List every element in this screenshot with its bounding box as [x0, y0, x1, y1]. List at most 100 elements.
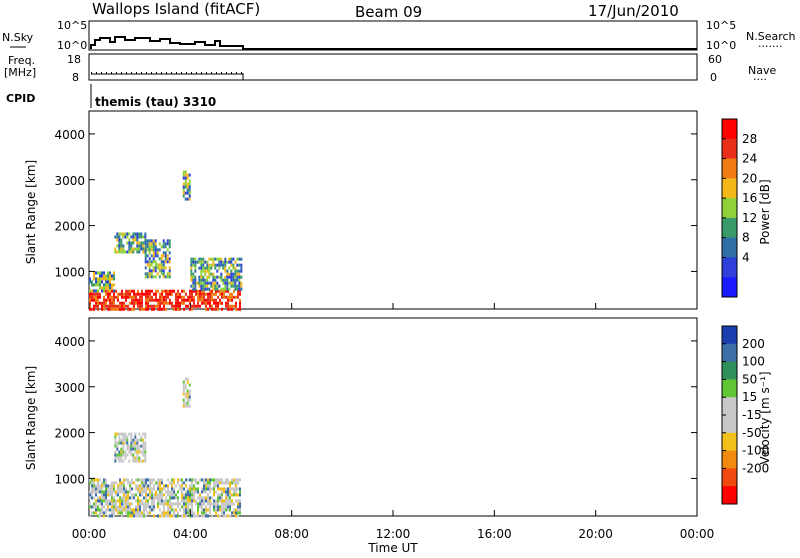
range-cell — [239, 298, 241, 302]
colorbar-frame — [721, 118, 738, 298]
range-cell — [146, 260, 149, 264]
range-cell — [135, 511, 137, 515]
range-cell — [145, 499, 147, 503]
range-cell — [138, 250, 141, 254]
range-cell — [175, 298, 177, 302]
range-cell — [212, 278, 215, 282]
range-cell — [124, 456, 127, 460]
range-cell — [229, 502, 231, 506]
range-cell — [233, 478, 235, 482]
range-cell — [95, 487, 97, 491]
range-cell — [165, 514, 167, 518]
range-cell — [128, 447, 131, 451]
range-cell — [144, 232, 147, 236]
range-cell — [128, 241, 131, 245]
range-cell — [142, 459, 145, 463]
range-cell — [182, 182, 185, 186]
x-tick-label: 08:00 — [274, 527, 309, 541]
range-cell — [130, 444, 133, 448]
range-cell — [217, 289, 219, 293]
range-cell — [137, 490, 139, 494]
range-cell — [109, 499, 111, 503]
range-cell — [134, 450, 137, 454]
range-cell — [141, 499, 143, 503]
colorbar-swatch — [722, 237, 737, 258]
range-cell — [99, 496, 101, 500]
range-cell — [215, 478, 217, 482]
range-cell — [227, 478, 229, 482]
range-cell — [119, 484, 121, 488]
range-cell — [115, 502, 117, 506]
range-cell — [124, 250, 127, 254]
range-cell — [146, 263, 149, 267]
range-cell — [179, 292, 181, 296]
range-cell — [142, 441, 145, 445]
range-cell — [113, 490, 115, 494]
range-cell — [111, 277, 113, 281]
range-cell — [141, 484, 143, 488]
range-cell — [239, 511, 241, 515]
range-cell — [148, 245, 151, 249]
range-cell — [195, 499, 197, 503]
range-cell — [212, 287, 215, 291]
range-cell — [133, 511, 135, 515]
range-cell — [139, 487, 141, 491]
range-cell — [226, 275, 229, 279]
range-cell — [111, 499, 113, 503]
range-cell — [133, 508, 135, 512]
range-cell — [192, 257, 195, 261]
range-cell — [209, 490, 211, 494]
range-cell — [129, 502, 131, 506]
colorbar-tick-label: 100 — [742, 355, 765, 369]
range-cell — [221, 307, 223, 311]
range-cell — [127, 481, 129, 485]
range-cell — [126, 235, 129, 239]
range-cell — [127, 307, 129, 311]
range-cell — [204, 266, 207, 270]
range-cell — [179, 502, 181, 506]
range-cell — [185, 484, 187, 488]
range-cell — [228, 260, 231, 264]
range-cell — [153, 514, 155, 518]
range-cell — [188, 404, 191, 408]
range-cell — [164, 257, 167, 261]
range-cell — [171, 493, 173, 497]
range-cell — [97, 301, 99, 305]
colorbar-swatch — [722, 468, 737, 487]
range-cell — [97, 289, 99, 293]
range-cell — [205, 484, 207, 488]
range-cell — [105, 274, 107, 278]
range-cell — [219, 301, 221, 305]
range-cell — [209, 301, 211, 305]
range-cell — [200, 287, 203, 291]
range-cell — [123, 490, 125, 494]
range-cell — [125, 496, 127, 500]
range-cell — [159, 487, 161, 491]
range-cell — [149, 487, 151, 491]
range-cell — [136, 450, 139, 454]
range-cell — [103, 505, 105, 509]
range-cell — [187, 502, 189, 506]
range-cell — [239, 487, 241, 491]
range-cell — [236, 272, 239, 276]
range-cell — [151, 295, 153, 299]
range-cell — [145, 478, 147, 482]
range-cell — [95, 499, 97, 503]
range-cell — [185, 490, 187, 494]
range-cell — [221, 487, 223, 491]
range-cell — [119, 511, 121, 515]
range-cell — [205, 304, 207, 308]
range-cell — [149, 490, 151, 494]
range-cell — [234, 269, 237, 273]
range-cell — [150, 269, 153, 273]
range-cell — [169, 511, 171, 515]
range-cell — [126, 447, 129, 451]
range-cell — [186, 173, 189, 177]
range-cell — [217, 508, 219, 512]
range-cell — [141, 481, 143, 485]
range-cell — [97, 499, 99, 503]
range-cell — [105, 481, 107, 485]
range-cell — [225, 499, 227, 503]
range-cell — [171, 304, 173, 308]
range-cell — [197, 514, 199, 518]
